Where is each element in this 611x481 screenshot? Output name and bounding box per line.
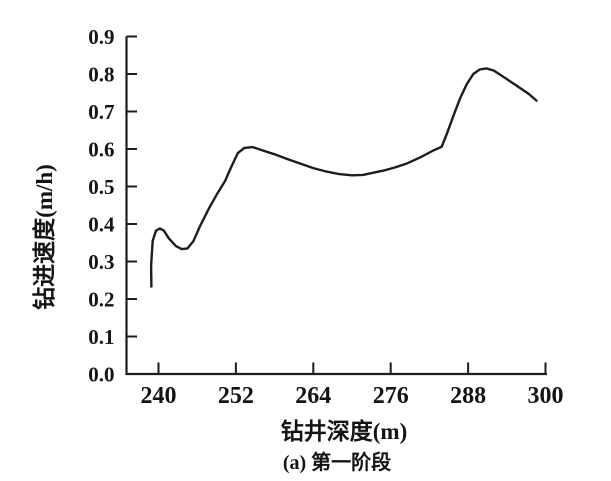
tick-label-layer: 0.0 0.1 0.2 0.3 0.4 0.5 0.6 0.7 0.8 0.9 240 252 264 2…	[88, 25, 563, 409]
y-tick-label: 0.2	[88, 288, 114, 312]
y-tick-label: 0.8	[88, 63, 114, 87]
y-axis-title: 钻进速度(m/h)	[31, 164, 57, 310]
x-tick-label: 252	[218, 383, 254, 409]
y-tick-label: 0.6	[88, 138, 114, 162]
figure-caption: (a) 第一阶段	[283, 450, 391, 474]
y-tick-label: 0.0	[88, 363, 114, 387]
y-tick-label: 0.4	[88, 213, 115, 237]
x-axis-title: 钻井深度(m)	[281, 418, 407, 444]
y-tick-label: 0.1	[88, 325, 114, 349]
series-layer	[149, 67, 538, 288]
tick-layer	[126, 35, 547, 375]
y-tick-label: 0.3	[88, 250, 114, 274]
x-tick-label: 264	[295, 383, 331, 409]
y-tick-label: 0.7	[88, 100, 114, 124]
x-tick-label: 276	[373, 383, 409, 409]
y-tick-label: 0.5	[88, 175, 114, 199]
x-tick-label: 240	[141, 383, 177, 409]
axes-layer	[125, 36, 547, 376]
axis-lines	[125, 36, 547, 376]
x-tick-label: 300	[528, 383, 564, 409]
x-tick-label: 288	[450, 383, 486, 409]
y-tick-label: 0.9	[88, 25, 114, 49]
drilling-speed-line	[149, 67, 538, 288]
